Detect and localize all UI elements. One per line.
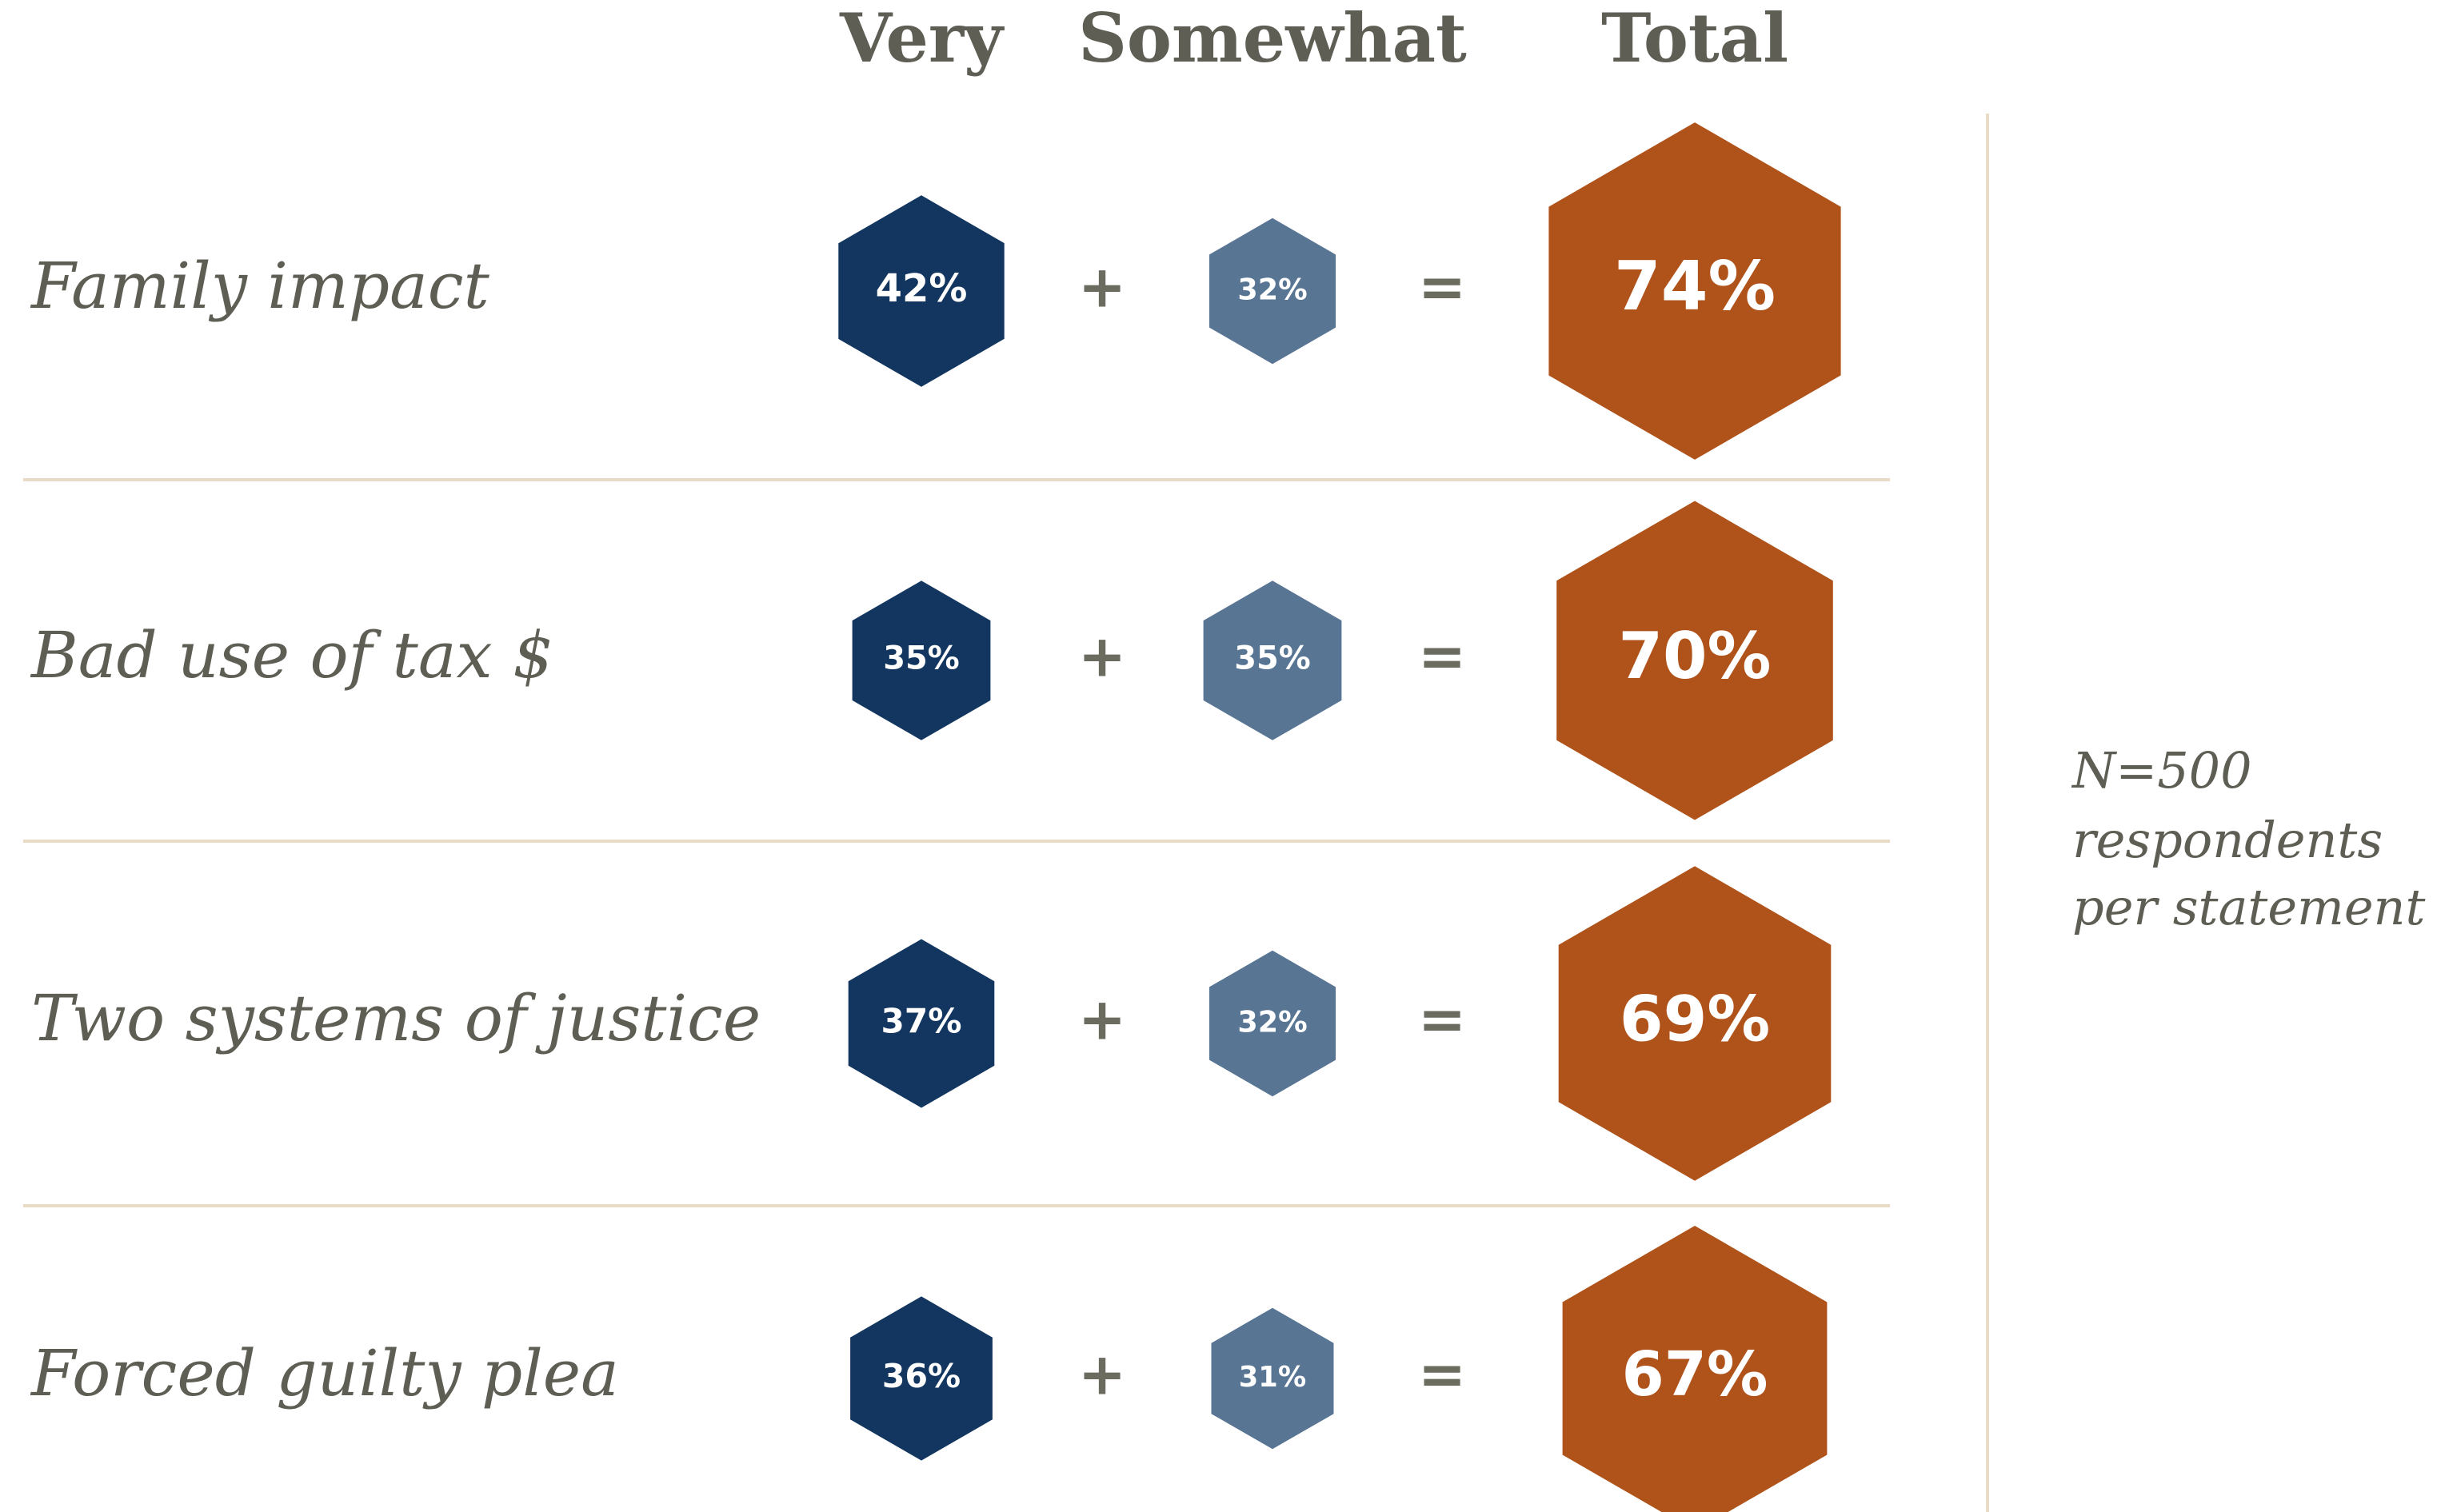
hexagon xyxy=(838,195,1005,387)
hexagon xyxy=(1558,866,1832,1181)
column-header: Very xyxy=(839,0,1005,78)
operator: = xyxy=(1418,1341,1466,1408)
value-label: 70% xyxy=(1619,619,1772,693)
hexagon xyxy=(1548,122,1841,460)
column-header: Somewhat xyxy=(1078,0,1467,78)
hexagon xyxy=(850,1296,993,1461)
row-label: Bad use of tax $ xyxy=(30,618,553,692)
hexagon xyxy=(1203,580,1342,740)
value-label: 37% xyxy=(881,1002,962,1041)
column-header: Total xyxy=(1601,0,1788,78)
annotation: respondents xyxy=(2072,811,2383,869)
operator: + xyxy=(1078,253,1126,321)
value-label: 42% xyxy=(876,267,968,311)
value-label: 35% xyxy=(883,640,959,677)
value-label: 35% xyxy=(1234,640,1310,677)
value-label: 32% xyxy=(1237,1005,1307,1039)
operator: = xyxy=(1418,623,1466,690)
value-label: 67% xyxy=(1622,1339,1768,1410)
value-label: 69% xyxy=(1620,982,1770,1055)
hexagon xyxy=(1562,1226,1828,1512)
hexagon xyxy=(1211,1307,1334,1450)
operator: = xyxy=(1418,986,1466,1053)
value-label: 32% xyxy=(1237,273,1307,307)
hexagon xyxy=(1209,217,1336,365)
operator: + xyxy=(1078,986,1126,1053)
annotation: per statement xyxy=(2072,878,2425,936)
row-label: Forced guilty plea xyxy=(30,1336,619,1410)
operator: + xyxy=(1078,1341,1126,1408)
value-label: 36% xyxy=(882,1357,961,1395)
hexagon xyxy=(848,939,995,1108)
hexagon xyxy=(1556,501,1833,820)
operator: + xyxy=(1078,623,1126,690)
value-label: 74% xyxy=(1614,247,1776,325)
annotation: N=500 xyxy=(2071,741,2252,800)
hexagon xyxy=(1209,950,1336,1097)
hexagon xyxy=(852,580,991,740)
value-label: 31% xyxy=(1239,1361,1307,1394)
row-label: Family impact xyxy=(30,249,490,323)
operator: = xyxy=(1418,253,1466,321)
row-label: Two systems of justice xyxy=(31,981,761,1055)
